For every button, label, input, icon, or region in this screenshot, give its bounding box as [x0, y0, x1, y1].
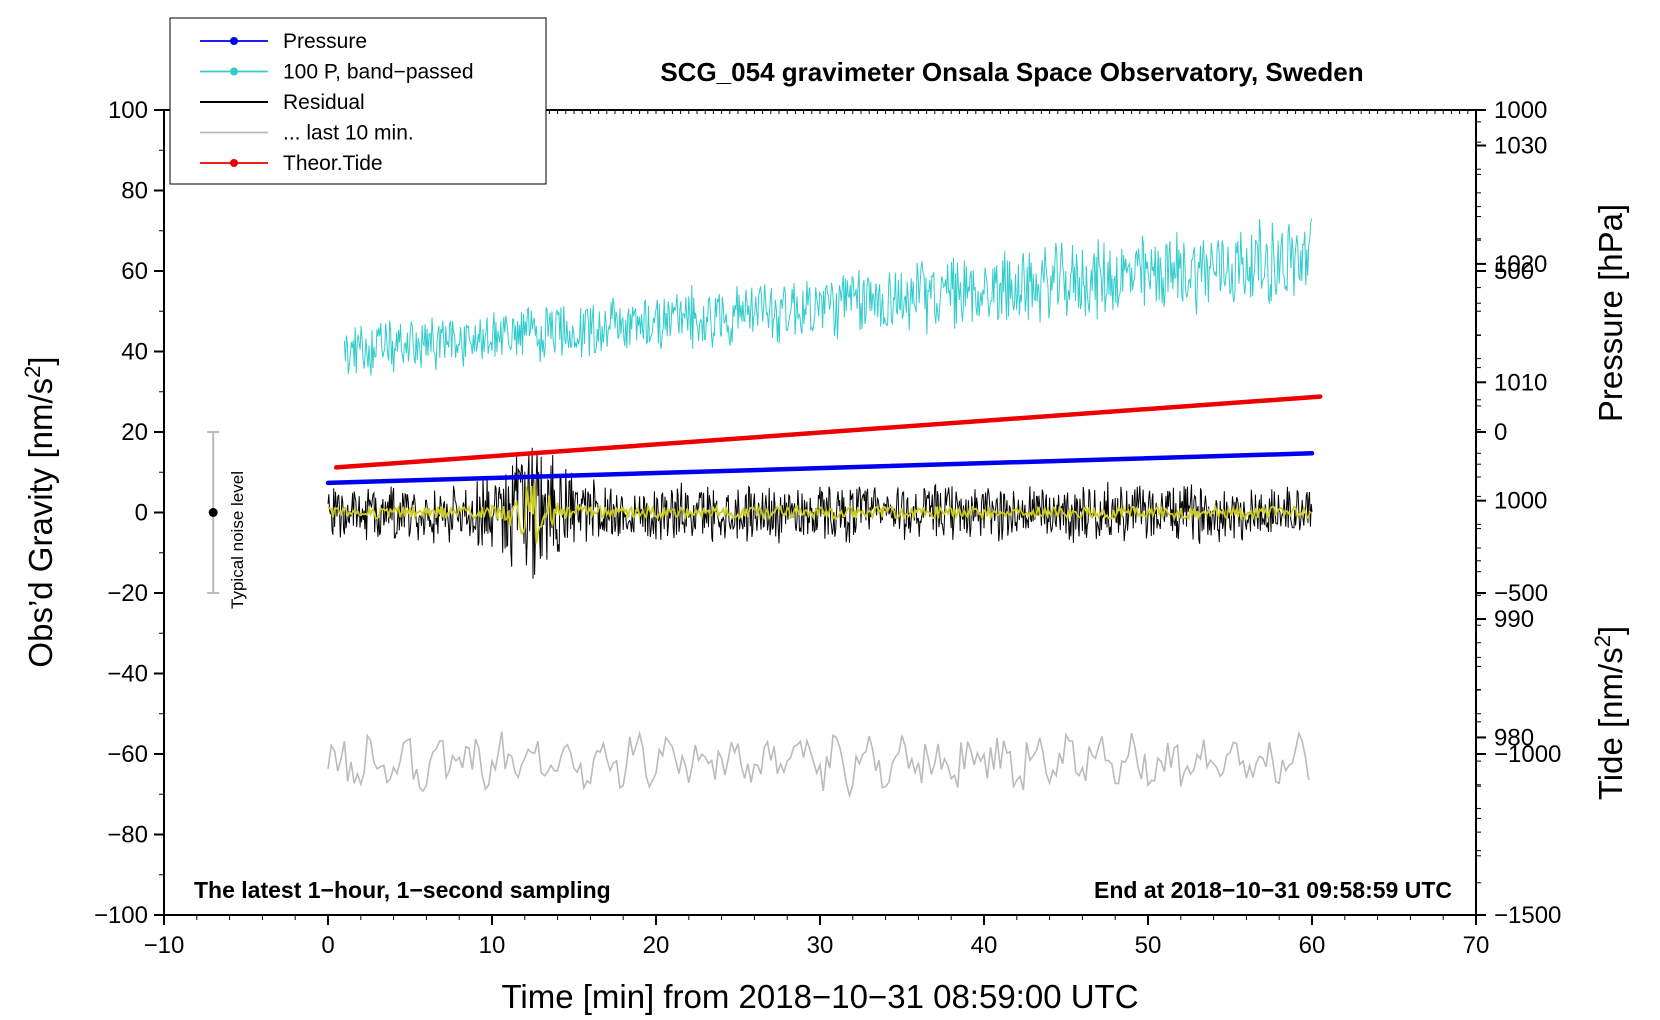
y-tick-label: −80	[107, 822, 148, 849]
x-tick-label: 10	[479, 932, 506, 959]
noise-level-label: Typical noise level	[228, 471, 247, 609]
y-axis-label: Obs’d Gravity [nm/s2]	[20, 356, 59, 667]
pressure-tick-label: 1010	[1494, 369, 1547, 396]
tide-tick-label: 500	[1494, 258, 1534, 285]
tide-tick-label: −500	[1494, 580, 1548, 607]
tide-axis-label: Tide [nm/s2]	[1590, 626, 1629, 800]
y-tick-label: 80	[121, 178, 148, 205]
right-note: End at 2018−10−31 09:58:59 UTC	[1094, 877, 1452, 903]
last-10-min-line	[327, 730, 1310, 799]
tide-tick-label: −1500	[1494, 902, 1561, 929]
tide-axis-ticks: −1500 −1000 −500 0 500 1000	[1476, 97, 1561, 929]
x-tick-label: 60	[1299, 932, 1326, 959]
legend-swatch-marker	[230, 67, 238, 76]
x-tick-label: 30	[807, 932, 834, 959]
noise-bar-center-dot	[208, 508, 218, 517]
bandpassed-pressure-line	[343, 218, 1313, 376]
chart-title: SCG_054 gravimeter Onsala Space Observat…	[660, 57, 1363, 87]
y-tick-label: 20	[121, 419, 148, 446]
y-tick-label: −100	[94, 902, 148, 929]
x-tick-label: 20	[643, 932, 670, 959]
pressure-tick-label: 990	[1494, 606, 1534, 633]
plot-frame	[163, 109, 1477, 916]
legend-item-label: 100 P, band−passed	[283, 61, 474, 84]
pressure-tick-label: 1000	[1494, 488, 1547, 515]
x-axis-label: Time [min] from 2018−10−31 08:59:00 UTC	[501, 978, 1138, 1015]
y-tick-label: −40	[107, 661, 148, 688]
tide-tick-label: −1000	[1494, 741, 1561, 768]
y-tick-label: −60	[107, 741, 148, 768]
pressure-axis-label: Pressure [hPa]	[1592, 204, 1629, 422]
legend-item-label: ... last 10 min.	[283, 122, 414, 145]
y-tick-label: 40	[121, 339, 148, 366]
legend-swatch-marker	[230, 37, 238, 45]
legend: Pressure 100 P, band−passed Residual ... la…	[169, 17, 547, 185]
x-tick-label: 0	[321, 932, 334, 959]
x-axis-ticks: −10 0 10 20 30 40 50 60 70	[144, 915, 1490, 959]
pressure-tick-label: 1030	[1494, 133, 1547, 160]
x-tick-label: 50	[1135, 932, 1162, 959]
pressure-line	[325, 451, 1315, 486]
pressure-axis-ticks: 980 990 1000 1010 1020 1030	[1476, 121, 1547, 857]
series-layer	[325, 218, 1323, 799]
tide-tick-label: 1000	[1494, 97, 1547, 124]
legend-item-label: Theor.Tide	[283, 152, 383, 175]
y-tick-label: −20	[107, 580, 148, 607]
x-tick-label: 70	[1463, 932, 1490, 959]
tide-tick-label: 0	[1494, 419, 1507, 446]
x-tick-label: −10	[144, 932, 185, 959]
pressure-tick-label: 1020	[1494, 251, 1547, 278]
y-axis-ticks: −100 −80 −60 −40 −20 0 20 40 60 80 100	[94, 97, 164, 929]
y-tick-label: 60	[121, 258, 148, 285]
residual-smoothed-line	[327, 482, 1312, 544]
legend-swatch-marker	[230, 159, 238, 167]
noise-level-bar	[207, 431, 220, 594]
pressure-tick-label: 980	[1494, 724, 1534, 751]
y-tick-label: 100	[108, 97, 148, 124]
x-tick-label: 40	[971, 932, 998, 959]
legend-item-label: Pressure	[283, 30, 367, 53]
legend-item-label: Residual	[283, 91, 365, 114]
residual-line	[327, 447, 1313, 579]
theoretical-tide-line	[333, 394, 1323, 470]
y-tick-label: 0	[135, 500, 148, 527]
left-note: The latest 1−hour, 1−second sampling	[194, 877, 611, 903]
